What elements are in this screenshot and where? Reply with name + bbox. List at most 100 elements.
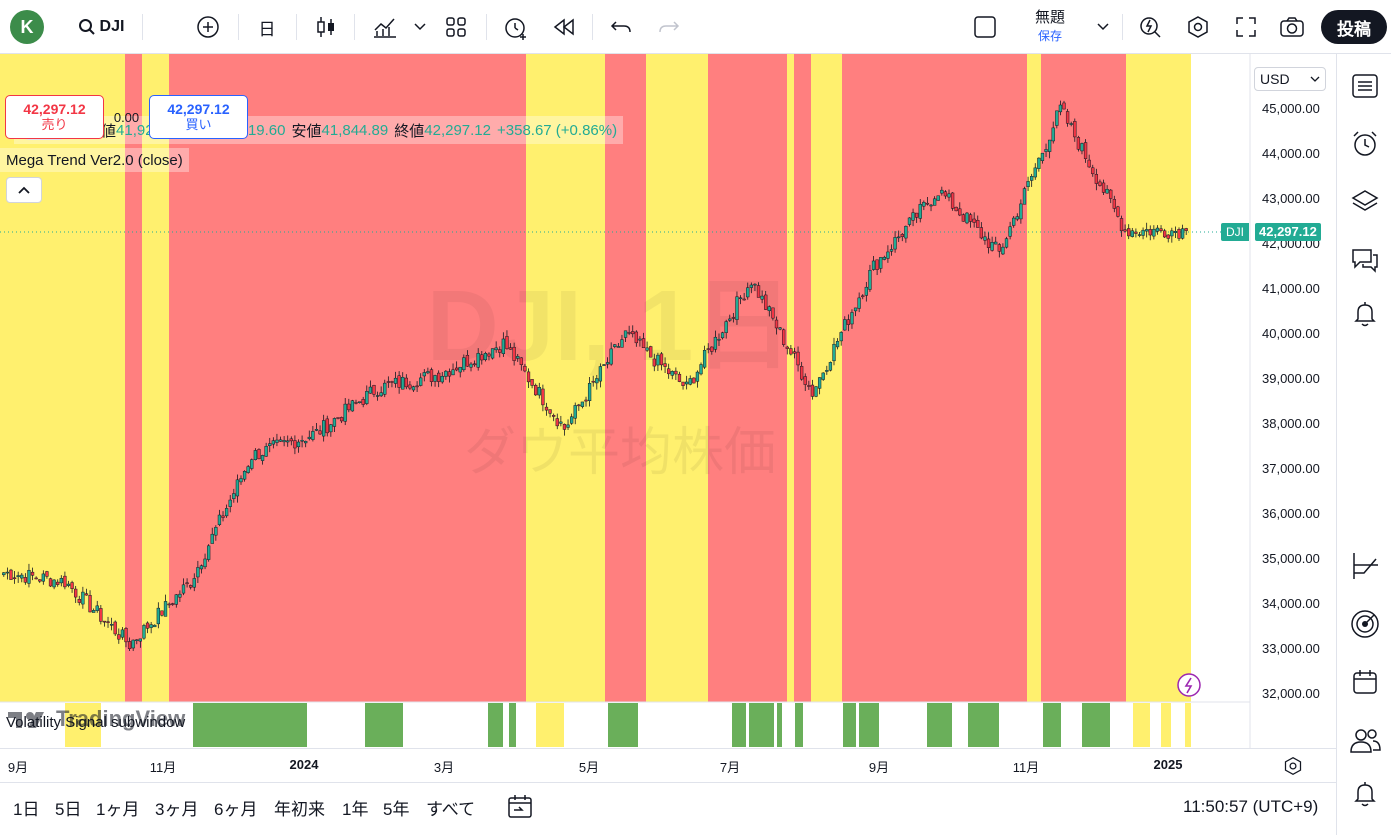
- square-icon: [974, 16, 996, 38]
- subwindow-label[interactable]: Volatility Signal subwindow: [6, 714, 186, 731]
- alert-button[interactable]: [500, 0, 532, 54]
- volatility-signal-bar: [65, 703, 101, 747]
- range-button[interactable]: 5年: [383, 799, 410, 819]
- signals-button[interactable]: [1349, 608, 1381, 640]
- candle: [958, 202, 962, 217]
- chevron-down-icon[interactable]: [410, 0, 430, 54]
- notifications-bottom-button[interactable]: [1349, 778, 1381, 810]
- candle: [1177, 227, 1181, 241]
- candle: [361, 396, 365, 408]
- interval-button[interactable]: 日: [258, 19, 276, 39]
- candle: [972, 212, 976, 228]
- candle: [1155, 225, 1160, 235]
- currency-select[interactable]: USD: [1254, 67, 1326, 91]
- candle: [713, 330, 718, 353]
- layout-grid-button[interactable]: [440, 0, 472, 54]
- candle: [444, 370, 448, 380]
- search-icon: [78, 19, 95, 35]
- lightning-badge-icon[interactable]: [1177, 673, 1201, 697]
- candle: [857, 292, 861, 313]
- snapshot-button[interactable]: [1276, 0, 1308, 54]
- spread-value: 0.00: [113, 109, 140, 125]
- buy-button[interactable]: 42,297.12 買い: [149, 95, 248, 139]
- candle: [1145, 222, 1149, 238]
- settings-button[interactable]: [1182, 0, 1214, 54]
- candle: [835, 338, 840, 350]
- trading-panel-button[interactable]: [1349, 550, 1381, 582]
- candle: [138, 638, 143, 648]
- candle: [339, 416, 344, 424]
- post-button[interactable]: 投稿: [1321, 10, 1387, 44]
- bell-icon: [1354, 302, 1376, 327]
- range-button[interactable]: すべて: [426, 799, 476, 819]
- chevron-down-icon[interactable]: [1092, 0, 1114, 54]
- tradingview-logo[interactable]: TradingView: [8, 706, 185, 732]
- candle: [512, 342, 516, 366]
- candle: [677, 371, 682, 383]
- range-button[interactable]: 年初来: [274, 799, 325, 819]
- user-avatar[interactable]: K: [10, 10, 44, 44]
- candle: [20, 572, 24, 583]
- clock-label[interactable]: 11:50:57 (UTC+9): [1183, 797, 1319, 816]
- price-chart[interactable]: DJI, 1日 ダウ平均株価: [0, 54, 1336, 782]
- candle: [789, 345, 793, 356]
- layout-toggle-button[interactable]: [970, 0, 1000, 54]
- candle: [591, 375, 595, 387]
- object-tree-button[interactable]: [1349, 186, 1381, 218]
- quick-search-button[interactable]: [1134, 0, 1166, 54]
- layers-icon: [1351, 190, 1379, 211]
- candle: [746, 282, 750, 300]
- community-button[interactable]: [1349, 724, 1381, 756]
- price-axis-label: 43,000.00: [1262, 191, 1320, 206]
- symbol-search-button[interactable]: DJI: [72, 0, 130, 54]
- range-button[interactable]: 5日: [55, 799, 82, 819]
- range-button[interactable]: 6ヶ月: [214, 799, 258, 819]
- volatility-signal-bar: [1185, 703, 1191, 747]
- chat-button[interactable]: [1349, 244, 1381, 276]
- chart-pane[interactable]: DJI, 1日 ダウ平均株価 ≈ 始値41,924.68 高値42,319.60…: [0, 54, 1336, 782]
- last-price-marker: DJI 42,297.12: [1221, 223, 1321, 241]
- price-axis-label: 40,000.00: [1262, 326, 1320, 341]
- range-button[interactable]: 1ヶ月: [96, 799, 140, 819]
- redo-button[interactable]: [654, 0, 684, 54]
- fullscreen-button[interactable]: [1230, 0, 1262, 54]
- candle: [70, 580, 74, 593]
- candle: [792, 347, 797, 359]
- candle: [293, 435, 297, 455]
- axis-settings-button[interactable]: [1250, 748, 1336, 782]
- notifications-button[interactable]: [1349, 298, 1381, 330]
- compare-button[interactable]: [192, 0, 224, 54]
- plus-circle-icon: [197, 16, 219, 38]
- replay-button[interactable]: [548, 0, 580, 54]
- layout-name-button[interactable]: 無題 保存: [1018, 0, 1082, 54]
- collapse-legend-button[interactable]: [6, 177, 42, 203]
- calendar-button[interactable]: [1349, 666, 1381, 698]
- candle: [336, 417, 340, 420]
- alerts-button[interactable]: [1349, 128, 1381, 160]
- uptrend-zone: [1027, 54, 1041, 702]
- candle: [523, 363, 527, 373]
- range-button[interactable]: 3ヶ月: [155, 799, 199, 819]
- candle: [2, 572, 6, 577]
- indicators-button[interactable]: [368, 0, 402, 54]
- candle: [584, 396, 588, 407]
- watchlist-button[interactable]: [1349, 70, 1381, 102]
- candle: [918, 199, 922, 223]
- candle: [476, 348, 480, 371]
- candle-type-button[interactable]: [310, 0, 342, 54]
- goto-date-button[interactable]: [506, 793, 534, 821]
- candle: [1141, 227, 1145, 240]
- time-axis[interactable]: 9月 11月 2024 3月 5月 7月 9月 11月 2025: [0, 748, 1250, 782]
- candle: [91, 608, 96, 613]
- range-button[interactable]: 1年: [342, 799, 369, 819]
- candle: [77, 595, 81, 606]
- brand-label: TradingView: [56, 706, 186, 731]
- candle: [34, 576, 38, 580]
- sell-button[interactable]: 42,297.12 売り: [5, 95, 104, 139]
- candle: [738, 295, 743, 305]
- candle: [1051, 121, 1055, 144]
- indicator-label[interactable]: Mega Trend Ver2.0 (close): [0, 148, 189, 172]
- undo-button[interactable]: [606, 0, 636, 54]
- range-button[interactable]: 1日: [13, 799, 40, 819]
- last-symbol-tag: DJI: [1221, 223, 1249, 241]
